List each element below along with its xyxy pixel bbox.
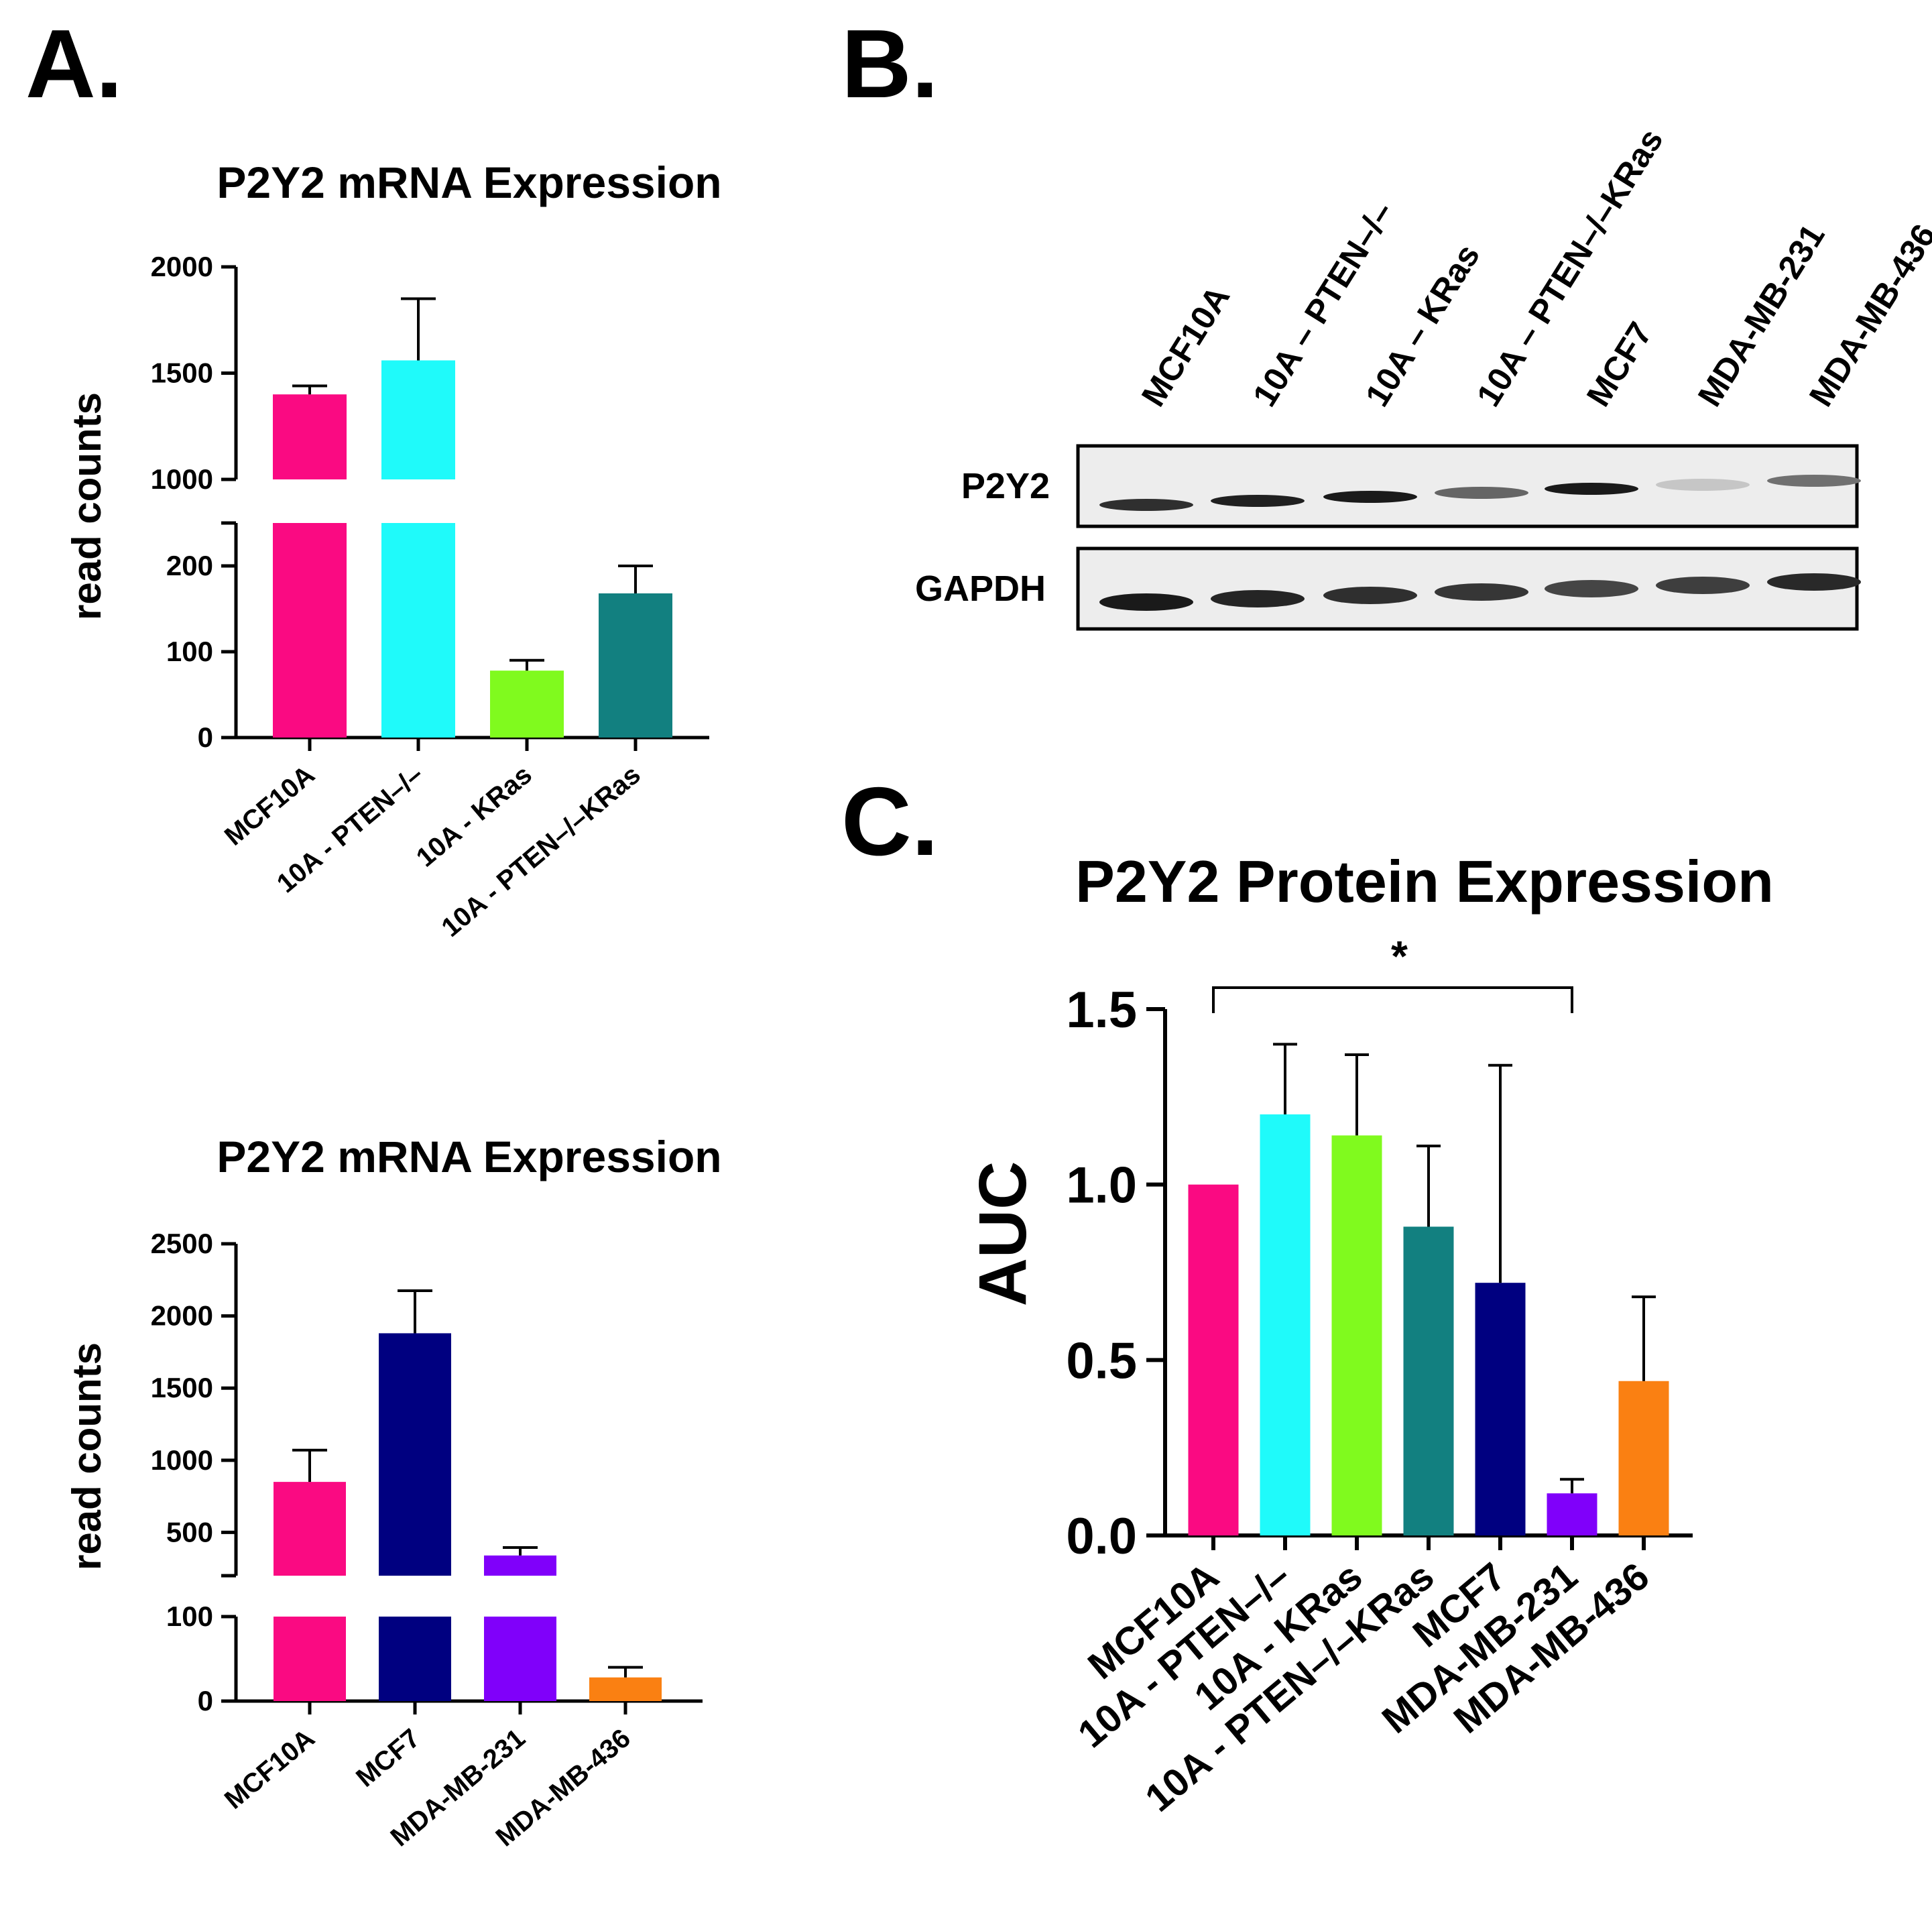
blot-band xyxy=(1435,583,1528,601)
bar-lower-segment xyxy=(484,1617,556,1701)
chart-a2: P2Y2 mRNA Expression read counts 0 100 500 10… xyxy=(64,1132,722,1852)
y-axis-label: read counts xyxy=(64,392,109,620)
y-tick-label: 2000 xyxy=(151,251,213,282)
bar xyxy=(490,671,564,738)
chart-title: P2Y2 mRNA Expression xyxy=(217,1132,721,1181)
blot-band xyxy=(1767,475,1861,487)
bar-upper-segment xyxy=(381,360,455,479)
y-tick-label: 2500 xyxy=(151,1228,213,1259)
y-tick-label: 2000 xyxy=(151,1300,213,1332)
bar xyxy=(1547,1493,1597,1535)
blot-band xyxy=(1099,593,1193,611)
panel-label-c: C. xyxy=(841,767,939,876)
blot-band xyxy=(1211,590,1305,607)
bar-upper-segment xyxy=(379,1333,451,1576)
chart-title: P2Y2 mRNA Expression xyxy=(217,158,721,207)
chart-title: P2Y2 Protein Expression xyxy=(1075,848,1774,915)
y-tick-label: 0 xyxy=(198,721,213,753)
y-tick-label: 1000 xyxy=(151,1444,213,1476)
bar xyxy=(1260,1114,1311,1535)
x-tick-label: MCF10A xyxy=(219,760,320,852)
lane-label: MCF10A xyxy=(1134,280,1237,413)
blot-band xyxy=(1545,483,1638,495)
bar-lower-segment xyxy=(381,523,455,738)
y-tick-label: 500 xyxy=(166,1516,213,1548)
significance-marker: * xyxy=(1391,932,1408,980)
blot-band xyxy=(1211,495,1305,507)
blot-band xyxy=(1323,587,1417,604)
panel-label-a: A. xyxy=(25,9,123,118)
lane-label: MCF7 xyxy=(1579,316,1660,413)
y-tick-label: 1500 xyxy=(151,357,213,389)
x-tick-label: 10A - PTEN–/–KRas xyxy=(436,760,646,943)
y-tick-label: 100 xyxy=(166,636,213,667)
x-tick-label: MCF7 xyxy=(351,1723,426,1793)
y-tick-label: 1000 xyxy=(151,463,213,495)
blot-band xyxy=(1323,491,1417,503)
chart-c: P2Y2 Protein ExpressionAUC0.00.51.01.5MC… xyxy=(965,848,1774,1820)
blot-band xyxy=(1545,580,1638,597)
chart-a1: P2Y2 mRNA Expression read counts 0 100 200 10… xyxy=(64,158,722,943)
blot-band xyxy=(1767,573,1861,591)
y-tick-label: 0 xyxy=(198,1685,213,1716)
blot-band xyxy=(1656,479,1750,491)
x-tick-label: MCF10A xyxy=(219,1723,320,1815)
bar-lower-segment xyxy=(273,523,347,738)
bar xyxy=(1331,1135,1382,1535)
bar-lower-segment xyxy=(379,1617,451,1701)
y-tick-label: 1.5 xyxy=(1066,982,1137,1039)
bar-upper-segment xyxy=(273,394,347,479)
blot-strip xyxy=(1076,444,1859,528)
y-tick-label: 0.5 xyxy=(1066,1332,1137,1389)
blot-row-label: GAPDH xyxy=(915,569,1046,609)
blot-band xyxy=(1656,577,1750,594)
bar xyxy=(1475,1283,1526,1535)
bar-upper-segment xyxy=(274,1482,346,1576)
y-axis-label: AUC xyxy=(965,1161,1040,1307)
panel-label-b: B. xyxy=(841,9,939,118)
blot-band xyxy=(1435,487,1528,499)
bar-lower-segment xyxy=(274,1617,346,1701)
y-tick-label: 100 xyxy=(166,1600,213,1632)
y-tick-label: 200 xyxy=(166,550,213,581)
y-axis-label: read counts xyxy=(64,1342,109,1570)
blot-row-label: P2Y2 xyxy=(961,466,1050,506)
bar xyxy=(1618,1381,1669,1535)
bar xyxy=(599,593,672,738)
y-tick-label: 1.0 xyxy=(1066,1157,1137,1214)
bar-upper-segment xyxy=(484,1555,556,1576)
bar xyxy=(1403,1226,1454,1535)
y-tick-label: 1500 xyxy=(151,1372,213,1403)
y-tick-label: 0.0 xyxy=(1066,1508,1137,1565)
bar xyxy=(589,1677,662,1701)
lane-label: 10A – PTEN–/–KRas xyxy=(1469,122,1671,412)
lane-label: 10A – KRas xyxy=(1358,237,1487,412)
bar xyxy=(1188,1184,1239,1535)
blot-band xyxy=(1099,499,1193,511)
